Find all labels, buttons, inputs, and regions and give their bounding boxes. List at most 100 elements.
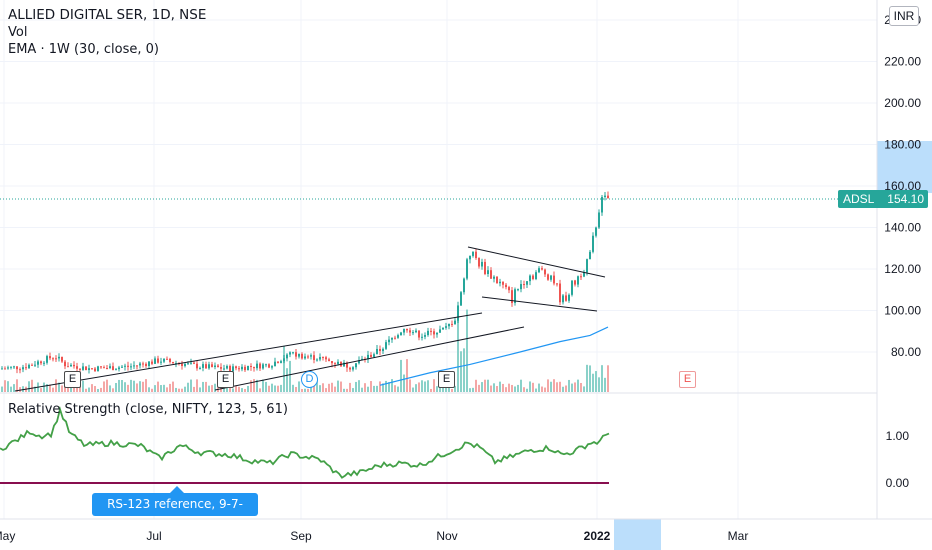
candle-body[interactable] (55, 358, 57, 360)
candle-body[interactable] (463, 278, 465, 293)
candle-body[interactable] (256, 363, 258, 369)
candle-body[interactable] (334, 363, 336, 365)
candle-body[interactable] (589, 251, 591, 260)
trendline-lower-channel[interactable] (214, 326, 525, 391)
candle-body[interactable] (190, 362, 192, 364)
candle-body[interactable] (382, 348, 384, 352)
candle-body[interactable] (157, 358, 159, 363)
candle-body[interactable] (229, 365, 231, 372)
candle-body[interactable] (415, 330, 417, 333)
candle-body[interactable] (469, 255, 471, 260)
candle-body[interactable] (166, 358, 168, 360)
candle-body[interactable] (331, 361, 333, 364)
candle-body[interactable] (13, 366, 15, 368)
candle-body[interactable] (238, 368, 240, 370)
candle-body[interactable] (259, 363, 261, 369)
symbol-title[interactable]: ALLIED DIGITAL SER, 1D, NSE (8, 7, 207, 23)
candle-body[interactable] (220, 367, 222, 369)
candle-body[interactable] (136, 365, 138, 367)
candle-body[interactable] (412, 332, 414, 334)
candle-body[interactable] (232, 366, 234, 372)
candle-body[interactable] (436, 332, 438, 335)
candle-body[interactable] (1, 368, 3, 370)
candle-body[interactable] (28, 364, 30, 369)
candle-body[interactable] (457, 305, 459, 321)
candle-body[interactable] (427, 330, 429, 336)
candle-body[interactable] (346, 362, 348, 368)
candle-body[interactable] (4, 368, 6, 370)
candle-body[interactable] (31, 364, 33, 366)
candle-body[interactable] (214, 365, 216, 368)
candle-body[interactable] (163, 358, 165, 362)
candle-body[interactable] (397, 335, 399, 338)
candle-body[interactable] (502, 281, 504, 285)
candle-body[interactable] (283, 358, 285, 362)
rs-axis[interactable]: 0.00 1.00 (886, 429, 910, 490)
volume-legend[interactable]: Vol (8, 25, 28, 40)
candle-body[interactable] (124, 365, 126, 367)
candle-body[interactable] (121, 366, 123, 368)
candle-body[interactable] (541, 268, 543, 270)
candle-body[interactable] (265, 364, 267, 366)
candle-body[interactable] (511, 290, 513, 304)
candle-body[interactable] (67, 366, 69, 368)
candle-body[interactable] (52, 358, 54, 360)
candle-body[interactable] (151, 361, 153, 364)
candle-body[interactable] (73, 364, 75, 367)
candle-body[interactable] (496, 276, 498, 284)
candle-body[interactable] (139, 363, 141, 366)
candle-body[interactable] (370, 354, 372, 357)
candle-body[interactable] (304, 356, 306, 359)
candle-body[interactable] (292, 352, 294, 354)
candle-body[interactable] (424, 335, 426, 337)
candle-body[interactable] (199, 367, 201, 369)
candle-body[interactable] (37, 361, 39, 365)
candle-body[interactable] (241, 366, 243, 370)
candle-body[interactable] (421, 336, 423, 338)
candle-body[interactable] (271, 366, 273, 368)
candle-body[interactable] (118, 367, 120, 370)
candle-body[interactable] (472, 251, 474, 256)
candle-body[interactable] (22, 367, 24, 370)
candle-body[interactable] (310, 355, 312, 357)
candle-body[interactable] (70, 364, 72, 367)
candle-body[interactable] (25, 367, 27, 369)
candle-body[interactable] (400, 332, 402, 336)
candle-body[interactable] (91, 368, 93, 370)
candle-body[interactable] (379, 348, 381, 352)
candle-body[interactable] (358, 360, 360, 364)
candle-body[interactable] (592, 235, 594, 252)
candle-body[interactable] (355, 363, 357, 368)
candle-body[interactable] (406, 328, 408, 331)
candle-body[interactable] (61, 356, 63, 362)
candle-body[interactable] (280, 361, 282, 363)
candle-body[interactable] (328, 359, 330, 362)
candle-body[interactable] (313, 355, 315, 360)
earnings-event-icon[interactable]: E (679, 371, 696, 388)
candle-body[interactable] (217, 365, 219, 368)
trendline-upper-channel[interactable] (14, 312, 483, 392)
candle-body[interactable] (454, 320, 456, 325)
candle-body[interactable] (394, 337, 396, 339)
candle-body[interactable] (418, 330, 420, 338)
candle-body[interactable] (322, 357, 324, 359)
candle-body[interactable] (115, 369, 117, 371)
candle-body[interactable] (109, 366, 111, 369)
candle-body[interactable] (175, 363, 177, 365)
candle-body[interactable] (538, 268, 540, 273)
candle-body[interactable] (508, 287, 510, 291)
candle-body[interactable] (277, 361, 279, 363)
candle-body[interactable] (484, 261, 486, 275)
candle-body[interactable] (493, 276, 495, 279)
candle-body[interactable] (574, 280, 576, 285)
candle-body[interactable] (187, 363, 189, 365)
candle-body[interactable] (40, 361, 42, 364)
earnings-event-icon[interactable]: E (217, 371, 234, 388)
earnings-event-icon[interactable]: E (438, 371, 455, 388)
candle-body[interactable] (85, 366, 87, 370)
candle-body[interactable] (103, 367, 105, 369)
candle-body[interactable] (316, 359, 318, 361)
rs-legend[interactable]: Relative Strength (close, NIFTY, 123, 5,… (8, 402, 288, 417)
candle-body[interactable] (430, 330, 432, 332)
earnings-event-icon[interactable]: E (64, 371, 81, 388)
